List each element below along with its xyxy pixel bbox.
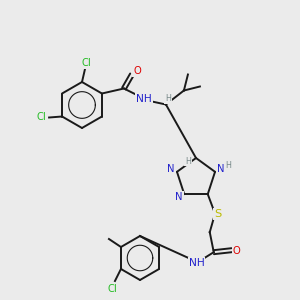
Text: O: O [233,246,241,256]
Text: H: H [225,161,231,170]
Text: H: H [185,157,191,166]
Text: NH: NH [136,94,152,103]
Text: N: N [176,192,183,202]
Text: NH: NH [189,258,205,268]
Text: S: S [214,209,221,219]
Text: Cl: Cl [107,284,117,294]
Text: Cl: Cl [81,58,91,68]
Text: N: N [217,164,225,174]
Text: N: N [167,164,175,174]
Text: Cl: Cl [36,112,46,122]
Text: O: O [133,67,141,76]
Text: H: H [165,94,171,103]
